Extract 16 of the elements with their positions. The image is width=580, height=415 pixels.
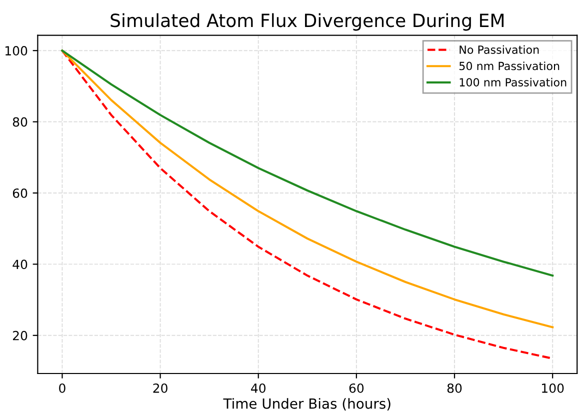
x-axis-title: Time Under Bias (hours)	[223, 398, 390, 410]
legend-label: No Passivation	[460, 45, 539, 54]
x-tick-label: 40	[251, 383, 266, 393]
chart-title: Simulated Atom Flux Divergence During EM	[110, 13, 504, 31]
y-tick-label: 100	[5, 46, 28, 56]
legend-label: 50 nm Passivation	[459, 62, 560, 70]
y-tick-label: 60	[12, 188, 28, 198]
x-tick-label: 0	[59, 383, 66, 393]
y-tick-label: 40	[12, 260, 28, 270]
x-tick-label: 20	[153, 383, 168, 393]
legend-label: 100 nm Passivation	[460, 78, 566, 86]
y-tick-label: 20	[12, 330, 28, 340]
x-tick-label: 80	[447, 383, 462, 393]
y-tick-label: 80	[12, 117, 28, 127]
x-tick-label: 100	[542, 383, 564, 393]
x-tick-label: 60	[349, 383, 364, 393]
